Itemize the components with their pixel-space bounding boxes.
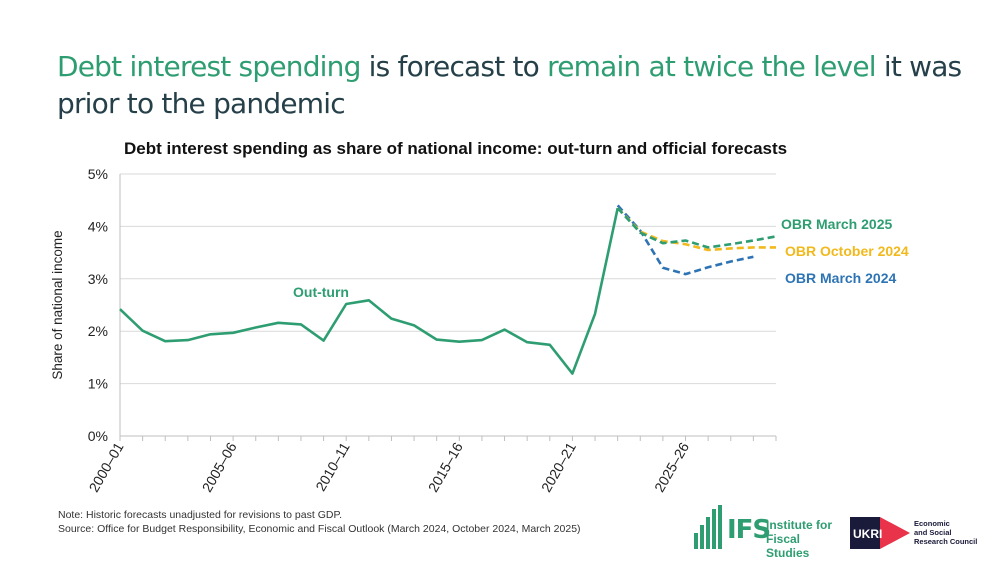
ifs-name-line2: Fiscal Studies (766, 532, 810, 560)
esrc-line3: Research Council (914, 537, 978, 546)
x-tick-label: 2020–21 (538, 439, 579, 494)
esrc-name: Economic and Social Research Council (914, 519, 994, 546)
ifs-bars-icon (694, 505, 724, 549)
annotation-label: OBR October 2024 (785, 243, 909, 259)
annotation-label: Out-turn (293, 284, 349, 300)
y-tick-label: 0% (88, 428, 108, 444)
line-chart: 0% 1% 2% 3% 4% 5% 2000–01 2005–06 2010–11 2015–16… (50, 166, 909, 495)
y-tick-label: 5% (88, 166, 108, 182)
x-tick-label: 2010–11 (312, 439, 353, 493)
x-tick-label: 2015–16 (425, 439, 466, 494)
chart-title: Debt interest spending as share of natio… (124, 139, 788, 158)
ukri-logo-icon: UKRI (850, 517, 910, 554)
y-axis-label: Share of national income (50, 230, 65, 379)
ifs-name-line1: Institute for (766, 518, 832, 532)
esrc-line2: and Social (914, 528, 952, 537)
series-line-out-turn (119, 207, 619, 375)
y-tick-label: 2% (88, 323, 108, 339)
x-tick-label: 2005–06 (199, 439, 240, 494)
annotation-label: OBR March 2025 (781, 216, 892, 232)
annotation-label: OBR March 2024 (785, 270, 896, 286)
ifs-abbrev: IFS (727, 515, 771, 545)
headline-text-4: it was prior to the pandemic (57, 50, 962, 120)
y-tick-label: 4% (88, 218, 108, 234)
headline-text-2: is forecast to (360, 50, 548, 83)
esrc-line1: Economic (914, 519, 950, 528)
footnotes: Note: Historic forecasts unadjusted for … (58, 508, 581, 536)
ifs-name: Institute for Fiscal Studies (766, 518, 846, 560)
headline: Debt interest spending is forecast to re… (57, 48, 977, 122)
headline-highlight-2: remain at twice the level (547, 50, 876, 83)
y-tick-label: 3% (88, 271, 108, 287)
source-text: Source: Office for Budget Responsibility… (58, 523, 581, 535)
headline-highlight-1: Debt interest spending (57, 50, 361, 83)
series-line-obr-march-2024 (616, 204, 754, 276)
series-line-obr-march-2025 (616, 207, 777, 249)
x-tick-label: 2025–26 (651, 439, 692, 494)
x-tick-label: 2000–01 (85, 439, 126, 494)
ukri-text: UKRI (853, 527, 882, 541)
note-text: Note: Historic forecasts unadjusted for … (58, 509, 343, 521)
y-tick-label: 1% (88, 376, 108, 392)
